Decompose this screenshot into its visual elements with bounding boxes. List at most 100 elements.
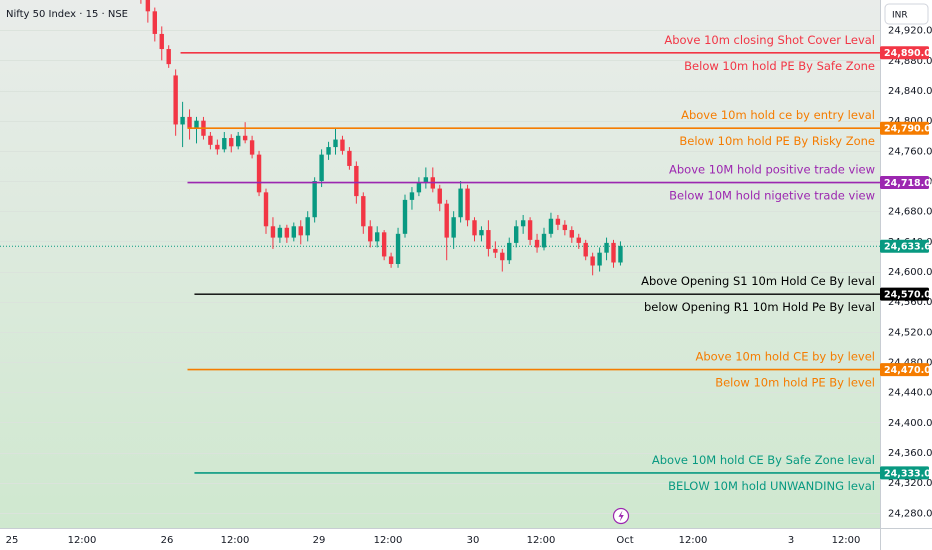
candle-36 xyxy=(375,226,380,248)
x-tick-label-11: 12:00 xyxy=(832,535,861,546)
level-below-label-4: Below 10m hold PE By level xyxy=(715,376,875,390)
svg-text:24,718.00: 24,718.00 xyxy=(884,178,932,189)
candle-59 xyxy=(534,233,540,253)
level-above-label-5: Above 10M hold CE By Safe Zone leval xyxy=(652,453,875,467)
candle-49 xyxy=(465,184,470,227)
candle-43 xyxy=(423,167,429,189)
candle-24 xyxy=(291,222,296,242)
lightning-icon[interactable] xyxy=(612,507,630,525)
y-tick-label-8: 24,600.00 xyxy=(888,267,932,278)
y-tick-label-13: 24,400.00 xyxy=(888,418,932,429)
time-axis-background xyxy=(0,528,880,550)
svg-text:24,333.00: 24,333.00 xyxy=(884,468,932,479)
candle-71 xyxy=(618,241,623,266)
candle-50 xyxy=(472,217,477,242)
candle-28 xyxy=(319,149,324,188)
x-tick-label-0: 25 xyxy=(6,535,19,546)
candle-18 xyxy=(249,135,255,159)
candle-61 xyxy=(548,212,554,238)
candle-26 xyxy=(305,211,310,242)
level-above-label-0: Above 10m closing Shot Cover Leval xyxy=(664,33,875,47)
x-tick-label-8: Oct xyxy=(616,535,633,546)
grid-lines xyxy=(0,30,880,514)
level-above-label-3: Above Opening S1 10m Hold Ce By leval xyxy=(641,274,875,288)
candle-42 xyxy=(416,177,422,197)
candle-38 xyxy=(388,252,394,268)
candle-31 xyxy=(340,135,345,155)
y-tick-label-9: 24,560.00 xyxy=(888,297,932,308)
level-badge-3: 24,570.00 xyxy=(880,287,932,301)
candle-27 xyxy=(312,177,317,223)
candle-56 xyxy=(514,220,519,248)
candle-68 xyxy=(597,247,602,272)
level-1: Above 10m hold ce by entry leval Below 10… xyxy=(187,108,880,148)
candle-58 xyxy=(527,217,533,246)
level-0: Above 10m closing Shot Cover Leval Below … xyxy=(180,33,880,73)
y-tick-label-6: 24,680.00 xyxy=(888,207,932,218)
y-tick-label-2: 24,840.00 xyxy=(888,86,932,97)
time-axis[interactable]: 25 12:00 26 12:00 29 12:00 30 12:00 Oct 12:00 3 12:… xyxy=(6,535,861,546)
candle-23 xyxy=(284,224,290,243)
level-4: Above 10m hold CE by by level Below 10m h… xyxy=(187,350,880,390)
candle-34 xyxy=(361,192,366,234)
candle-66 xyxy=(583,239,588,261)
x-tick-label-5: 12:00 xyxy=(374,535,403,546)
candle-45 xyxy=(437,184,442,212)
level-below-label-0: Below 10m hold PE By Safe Zone xyxy=(684,59,875,73)
candle-63 xyxy=(562,220,568,236)
svg-text:24,890.00: 24,890.00 xyxy=(884,48,932,59)
candle-15 xyxy=(229,134,234,153)
candle-12 xyxy=(208,132,213,150)
y-tick-label-0: 24,920.00 xyxy=(888,26,932,37)
y-tick-label-12: 24,440.00 xyxy=(888,388,932,399)
x-tick-label-6: 30 xyxy=(467,535,480,546)
candle-6 xyxy=(166,45,171,68)
candle-70 xyxy=(611,239,616,268)
x-tick-label-9: 12:00 xyxy=(679,535,708,546)
candle-9 xyxy=(187,109,192,140)
y-tick-label-16: 24,280.00 xyxy=(888,508,932,519)
candle-69 xyxy=(604,237,609,261)
level-above-label-4: Above 10m hold CE by by level xyxy=(695,350,875,364)
candle-53 xyxy=(493,241,498,258)
level-badge-1: 24,790.00 xyxy=(880,121,932,135)
candle-10 xyxy=(194,116,199,144)
svg-text:24,633.60: 24,633.60 xyxy=(884,242,932,253)
current-price-badge: 24,633.60 xyxy=(880,239,932,253)
candle-8 xyxy=(180,101,185,148)
y-tick-label-4: 24,760.00 xyxy=(888,146,932,157)
price-axis-background xyxy=(880,0,932,550)
candle-13 xyxy=(215,139,220,155)
candle-54 xyxy=(500,248,505,272)
x-tick-label-3: 12:00 xyxy=(221,535,250,546)
candle-4 xyxy=(152,7,157,42)
candle-57 xyxy=(520,214,526,234)
level-below-label-1: Below 10m hold PE By Risky Zone xyxy=(679,134,875,148)
candle-5 xyxy=(159,26,164,61)
x-tick-label-10: 3 xyxy=(788,535,794,546)
candle-62 xyxy=(555,214,561,231)
y-tick-label-15: 24,320.00 xyxy=(888,478,932,489)
candle-3 xyxy=(145,0,151,23)
candle-14 xyxy=(222,132,227,153)
x-tick-label-4: 29 xyxy=(313,535,326,546)
candle-30 xyxy=(333,128,338,155)
y-tick-label-10: 24,520.00 xyxy=(888,327,932,338)
currency-button[interactable]: INR xyxy=(884,3,929,25)
level-below-label-5: BELOW 10M hold UNWANDING leval xyxy=(668,479,875,493)
x-tick-label-1: 12:00 xyxy=(68,535,97,546)
currency-label: INR xyxy=(892,11,908,21)
level-below-label-3: below Opening R1 10m Hold Pe By leval xyxy=(644,300,875,314)
y-tick-label-14: 24,360.00 xyxy=(888,448,932,459)
level-5: Above 10M hold CE By Safe Zone leval BELO… xyxy=(194,453,880,493)
svg-text:24,570.00: 24,570.00 xyxy=(884,290,932,301)
level-badge-2: 24,718.00 xyxy=(880,176,932,190)
level-badge-4: 24,470.00 xyxy=(880,363,932,377)
candle-60 xyxy=(541,227,547,251)
candle-47 xyxy=(451,211,456,249)
y-tick-label-11: 24,480.00 xyxy=(888,358,932,369)
candle-20 xyxy=(263,188,269,234)
y-tick-label-3: 24,800.00 xyxy=(888,116,932,127)
